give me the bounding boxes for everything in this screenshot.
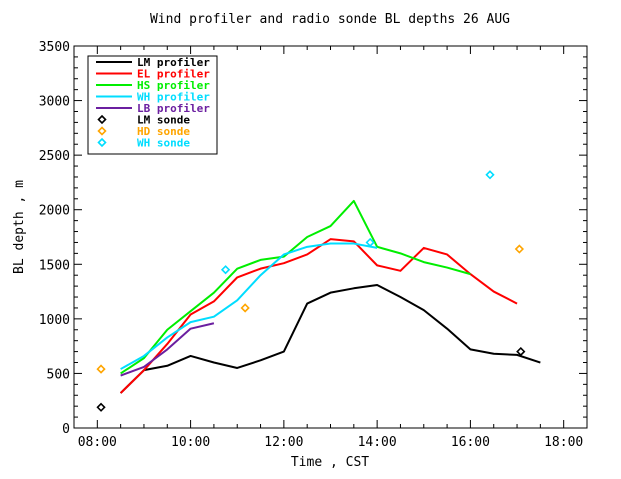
- series-line: [119, 284, 541, 394]
- legend-label: WH sonde: [137, 137, 190, 150]
- data-point-marker: [96, 402, 106, 412]
- x-tick-label: 18:00: [544, 435, 583, 450]
- series-lb-profiler: [120, 322, 215, 377]
- x-axis-label: Time , CST: [291, 455, 369, 470]
- legend-item: LB profiler: [96, 102, 210, 115]
- legend-item: LM sonde: [97, 114, 190, 127]
- legend-item: WH sonde: [97, 137, 190, 150]
- x-tick-label: 08:00: [78, 435, 117, 450]
- x-tick-label: 14:00: [358, 435, 397, 450]
- series-line: [120, 322, 215, 377]
- data-point-marker: [240, 303, 250, 313]
- series-line: [120, 199, 471, 375]
- data-point-marker: [96, 364, 106, 374]
- legend-box: [87, 55, 218, 155]
- legend-label: LM sonde: [137, 114, 190, 127]
- legend-item: EL profiler: [96, 68, 210, 81]
- series-lm-sonde: [96, 346, 526, 412]
- series-el-profiler: [119, 238, 518, 394]
- legend-item: HS profiler: [96, 79, 210, 92]
- y-tick-label: 500: [47, 367, 70, 382]
- y-tick-label: 2500: [39, 149, 70, 164]
- axes: 08:00 10:00 12:00 14:00 16:00 18:00 0 500 1000 15…: [39, 40, 588, 450]
- series-line: [120, 242, 378, 370]
- data-point-marker: [220, 265, 231, 275]
- x-tick-label: 12:00: [264, 435, 303, 450]
- y-tick-label: 2000: [39, 204, 70, 219]
- series-layer: [96, 170, 541, 412]
- legend-label: LB profiler: [137, 102, 210, 115]
- y-tick-label: 3500: [39, 40, 70, 55]
- chart-title: Wind profiler and radio sonde BL depths …: [150, 12, 510, 27]
- series-wh-sonde: [220, 170, 495, 275]
- series-lm-profiler: [119, 284, 541, 394]
- legend-label: HD sonde: [137, 125, 190, 138]
- legend-item: LM profiler: [96, 56, 210, 69]
- x-tick-label: 16:00: [451, 435, 490, 450]
- data-point-marker: [485, 170, 495, 180]
- legend-item: WH profiler: [96, 91, 210, 104]
- legend-label: EL profiler: [137, 68, 210, 81]
- y-tick-label: 1000: [39, 313, 70, 328]
- series-hd-sonde: [96, 244, 525, 374]
- legend-marker: [97, 137, 107, 148]
- series-line: [119, 238, 518, 394]
- y-tick-label: 3000: [39, 95, 70, 110]
- legend-item: HD sonde: [97, 125, 190, 138]
- legend-label: HS profiler: [137, 79, 210, 92]
- data-point-marker: [514, 244, 525, 254]
- x-tick-label: 10:00: [171, 435, 210, 450]
- legend-label: LM profiler: [137, 56, 210, 69]
- y-tick-label: 1500: [39, 258, 70, 273]
- series-wh-profiler: [120, 242, 378, 370]
- legend-marker: [97, 126, 107, 136]
- legend-label: WH profiler: [137, 91, 210, 104]
- series-hs-profiler: [120, 199, 471, 375]
- y-axis-label: BL depth , m: [12, 180, 27, 274]
- data-point-marker: [516, 346, 526, 357]
- y-tick-label: 0: [62, 422, 70, 437]
- legend-marker: [97, 114, 107, 125]
- data-point-marker: [365, 237, 375, 248]
